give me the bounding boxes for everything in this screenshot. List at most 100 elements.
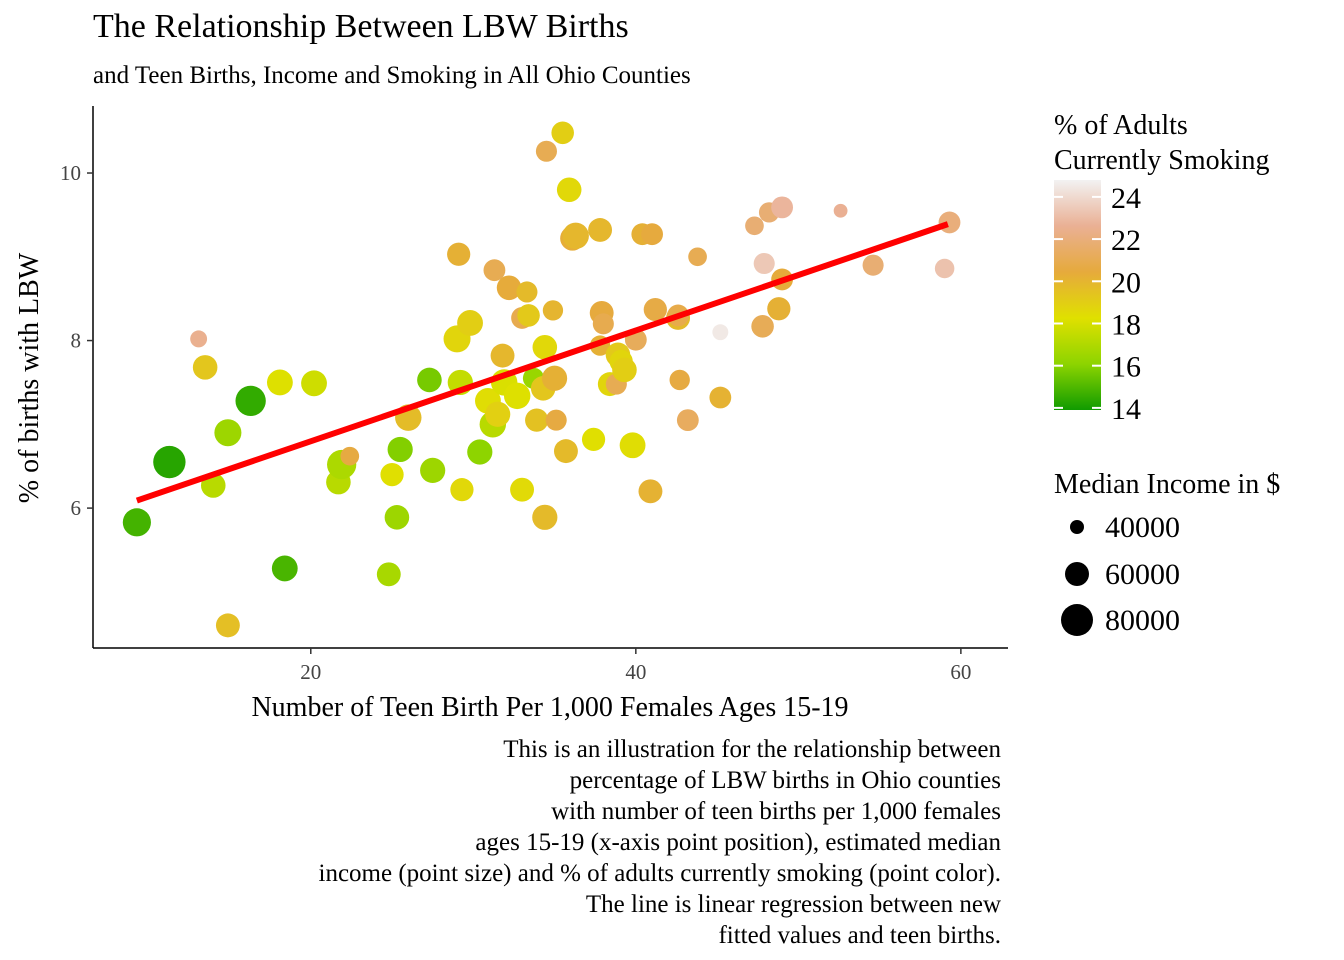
caption-line: income (point size) and % of adults curr… [318,860,1001,887]
data-point [592,313,614,335]
plot-points-layer [122,121,961,638]
income-legend-label-40000: 40000 [1105,511,1180,544]
caption-line: The line is linear regression between ne… [585,891,1001,918]
caption-line: This is an illustration for the relation… [503,736,1001,763]
income-legend-title: Median Income in $ [1054,469,1280,500]
income-legend-key-60000 [1065,562,1089,586]
data-point [301,370,327,397]
caption-line: fitted values and teen births. [718,922,1001,949]
data-point [643,297,667,322]
data-point [490,343,515,368]
data-point [532,504,558,530]
data-point [709,386,732,409]
data-point [771,196,794,219]
colorbar-tick-label: 18 [1111,308,1141,341]
chart-subtitle: and Teen Births, Income and Smoking in A… [93,62,691,89]
income-legend: Median Income in $ 40000 60000 80000 [1054,469,1280,637]
caption-line: ages 15-19 (x-axis point position), esti… [475,829,1001,856]
data-point [556,177,582,203]
data-point [417,367,442,393]
data-point [387,436,413,463]
data-point [551,121,574,145]
income-legend-label-80000: 80000 [1105,604,1180,637]
data-point [340,446,360,466]
data-point [485,401,511,427]
y-tick-label: 10 [60,161,81,185]
data-point [510,477,535,502]
regression-line [135,221,949,504]
x-axis-ticks: 20 40 60 [300,648,971,684]
data-point [532,334,558,360]
data-point [376,562,401,587]
data-point [641,223,663,246]
data-point [235,385,266,417]
data-point [483,259,506,282]
data-point [535,140,557,162]
data-point [503,382,531,410]
x-tick-label: 40 [625,660,646,684]
income-legend-label-60000: 60000 [1105,558,1180,591]
data-point [619,432,646,459]
data-point [271,555,298,582]
colorbar-tick-label: 14 [1111,393,1141,426]
data-point [938,211,961,234]
colorbar-tick-label: 20 [1111,266,1141,299]
data-point [767,297,791,321]
y-axis-ticks: 6 8 10 [60,161,93,520]
data-point [153,445,186,479]
data-point [380,462,404,487]
colorbar-tick-label: 24 [1111,182,1141,215]
data-point [450,478,474,502]
smoking-legend: % of Adults Currently Smoking 24 22 20 18 16… [1054,110,1269,426]
data-point [517,304,540,327]
data-point [545,409,567,431]
colorbar-ticks: 24 22 20 18 16 14 [1054,182,1141,426]
data-point [266,369,293,396]
data-point [638,479,663,504]
data-point [122,508,151,537]
data-point [562,222,589,250]
data-point [612,357,637,383]
data-point [751,315,774,338]
data-point [420,457,446,484]
chart-title: The Relationship Between LBW Births [93,8,629,45]
x-tick-label: 20 [300,660,321,684]
y-tick-label: 6 [71,496,82,520]
data-point [745,216,764,236]
data-point [496,275,522,301]
smoking-colorbar [1054,180,1101,410]
y-tick-label: 8 [71,329,82,353]
data-point [934,258,955,279]
income-legend-key-40000 [1070,520,1084,534]
data-point [192,355,218,380]
data-point [688,247,707,267]
data-point [215,613,240,638]
data-point [525,408,549,432]
data-point [753,252,775,275]
data-point [447,242,471,266]
data-point [669,369,690,391]
colorbar-tick-label: 16 [1111,351,1141,384]
data-point [581,427,606,452]
y-axis-label: % of births with LBW [14,252,45,503]
smoking-legend-title-2: Currently Smoking [1054,145,1269,176]
data-point [190,330,208,348]
data-point [214,419,242,447]
data-point [542,300,564,321]
data-point [833,203,848,218]
data-point [467,439,493,465]
data-point [384,505,410,530]
smoking-legend-title-1: % of Adults [1054,110,1188,141]
data-point [541,365,568,391]
data-point [862,254,884,276]
caption-line: percentage of LBW births in Ohio countie… [569,767,1001,794]
data-point [676,409,699,432]
x-axis-label: Number of Teen Birth Per 1,000 Females A… [251,692,848,723]
data-point [457,310,483,336]
data-point [712,324,729,341]
data-point [588,218,613,242]
data-point [553,439,578,464]
income-legend-key-80000 [1061,604,1093,636]
chart-caption: This is an illustration for the relation… [319,734,1001,951]
